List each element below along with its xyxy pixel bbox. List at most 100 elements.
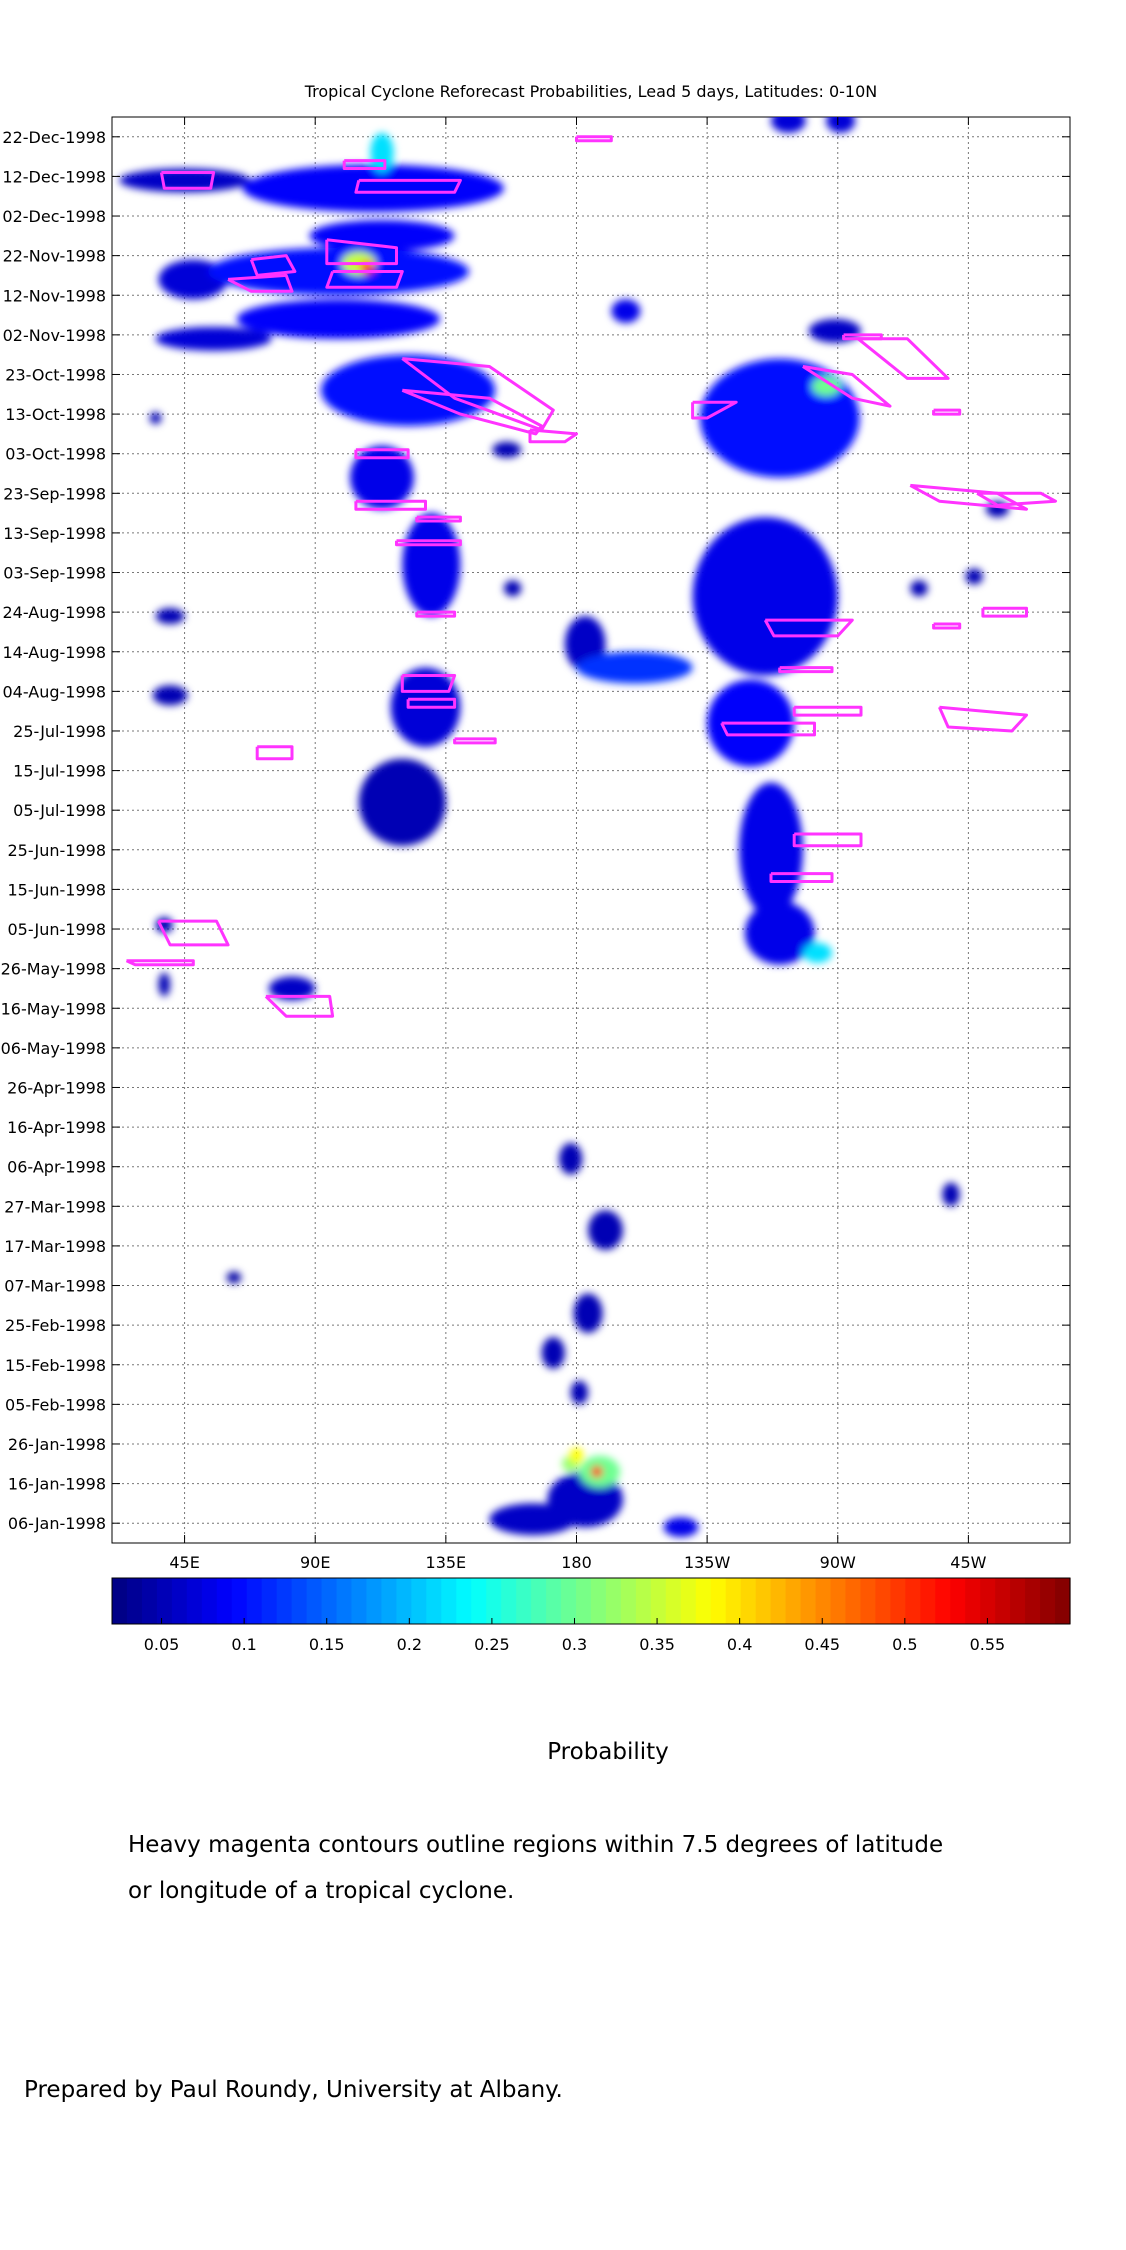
y-tick-label: 13-Oct-1998 <box>5 405 106 424</box>
cyclone-contour <box>857 337 950 380</box>
probability-cell <box>770 117 806 133</box>
colorbar-swatch <box>695 1578 712 1624</box>
y-tick-label: 06-Jan-1998 <box>8 1514 106 1533</box>
cyclone-contour <box>157 919 230 947</box>
cyclone-contour <box>401 357 555 432</box>
probability-cell <box>739 782 803 918</box>
probability-cell <box>309 219 455 252</box>
colorbar-swatch <box>561 1578 577 1624</box>
y-tick-label: 13-Sep-1998 <box>3 524 106 543</box>
y-tick-label: 16-Jan-1998 <box>8 1475 106 1494</box>
colorbar-swatch <box>546 1578 562 1624</box>
colorbar-tick-label: 0.15 <box>309 1635 345 1654</box>
colorbar-swatch <box>531 1578 547 1624</box>
colorbar-swatch <box>1055 1578 1071 1624</box>
y-tick-label: 26-Jan-1998 <box>8 1435 106 1454</box>
y-tick-label: 16-Apr-1998 <box>7 1118 106 1137</box>
y-tick-label: 26-Apr-1998 <box>7 1078 106 1097</box>
colorbar-swatch <box>336 1578 353 1624</box>
colorbar-swatch <box>875 1578 891 1624</box>
caption-line-2: or longitude of a tropical cyclone. <box>128 1878 515 1904</box>
cyclone-contour <box>395 539 462 547</box>
colorbar-frame <box>111 1577 1071 1625</box>
colorbar-swatch <box>321 1578 338 1624</box>
cyclone-contour <box>842 333 883 341</box>
colorbar-swatch <box>171 1578 188 1624</box>
probability-cell <box>149 412 162 424</box>
probability-cell <box>826 117 856 133</box>
caption-text: Heavy magenta contours outline regions w… <box>128 1822 1028 1914</box>
probability-cell <box>663 1517 699 1538</box>
probability-cell <box>576 651 693 684</box>
cyclone-contour <box>354 499 427 511</box>
cyclone-contour <box>802 365 892 408</box>
colorbar-swatch <box>456 1578 472 1624</box>
probability-cell <box>965 568 983 585</box>
colorbar-tick-label: 0.5 <box>892 1635 917 1654</box>
colorbar-swatch <box>276 1578 293 1624</box>
credit-text: Prepared by Paul Roundy, University at A… <box>24 2077 563 2103</box>
colorbar-swatch <box>201 1578 218 1624</box>
y-axis-ticks: 06-Jan-1998 16-Jan-1998 26-Jan-1998 05-Feb-… <box>1 128 1070 1533</box>
cyclone-contour <box>249 254 297 277</box>
colorbar-swatch <box>725 1578 742 1624</box>
cyclone-contour <box>354 448 410 460</box>
colorbar-tick-label: 0.1 <box>231 1635 256 1654</box>
cyclone-contour <box>976 491 1057 507</box>
colorbar-swatch <box>860 1578 877 1624</box>
colorbar-tick-label: 0.25 <box>474 1635 510 1654</box>
cyclone-contour <box>909 483 1028 511</box>
y-tick-label: 15-Feb-1998 <box>5 1356 106 1375</box>
y-tick-label: 24-Aug-1998 <box>2 603 106 622</box>
cyclone-contour <box>354 178 462 194</box>
y-tick-label: 22-Nov-1998 <box>3 247 106 266</box>
colorbar-swatch <box>471 1578 487 1624</box>
x-axis-ticks: 45E 90E 135E 180 135W 90W 45W <box>169 117 987 1572</box>
y-tick-label: 02-Dec-1998 <box>2 207 106 226</box>
colorbar-label: Probability <box>547 1739 669 1765</box>
colorbar-swatch <box>650 1578 667 1624</box>
y-tick-label: 23-Oct-1998 <box>5 365 106 384</box>
probability-cell <box>492 441 522 458</box>
colorbar-swatch <box>291 1578 308 1624</box>
x-tick-label: 90W <box>820 1553 856 1572</box>
probability-cell <box>611 299 641 323</box>
cyclone-contour <box>938 705 1028 733</box>
probability-cell <box>811 376 841 397</box>
colorbar-tick-label: 0.45 <box>804 1635 840 1654</box>
cyclone-contour <box>406 697 457 709</box>
colorbar-swatch <box>486 1578 502 1624</box>
colorbar-swatch <box>156 1578 173 1624</box>
colorbar-tick-label: 0.55 <box>970 1635 1006 1654</box>
colorbar-swatch <box>366 1578 383 1624</box>
colorbar-tick-label: 0.4 <box>727 1635 752 1654</box>
y-tick-label: 05-Jul-1998 <box>13 801 106 820</box>
probability-cell <box>570 1380 589 1405</box>
colorbar-swatch <box>576 1578 592 1624</box>
y-tick-label: 03-Sep-1998 <box>3 564 106 583</box>
colorbar-swatch <box>920 1578 936 1624</box>
colorbar-swatch <box>112 1578 128 1624</box>
colorbar-tick-label: 0.05 <box>144 1635 180 1654</box>
cyclone-contour <box>400 674 457 693</box>
colorbar-swatch <box>426 1578 442 1624</box>
cyclone-contour <box>691 400 738 420</box>
probability-cell <box>402 513 461 617</box>
cyclone-contour <box>575 135 613 143</box>
cyclone-contour <box>981 606 1028 618</box>
cyclone-contour <box>763 618 854 638</box>
colorbar-swatch <box>216 1578 233 1624</box>
caption-line-1: Heavy magenta contours outline regions w… <box>128 1832 944 1858</box>
y-tick-label: 12-Dec-1998 <box>2 167 106 186</box>
cyclone-contour <box>342 159 387 170</box>
colorbar-swatch <box>740 1578 757 1624</box>
cyclone-contour <box>769 872 834 883</box>
colorbar-swatch <box>800 1578 817 1624</box>
y-tick-label: 05-Feb-1998 <box>5 1395 106 1414</box>
colorbar-swatch <box>635 1578 652 1624</box>
cyclone-contour <box>125 959 195 967</box>
colorbar-swatch <box>755 1578 772 1624</box>
y-tick-label: 07-Mar-1998 <box>4 1277 106 1296</box>
colorbar-swatch <box>231 1578 248 1624</box>
